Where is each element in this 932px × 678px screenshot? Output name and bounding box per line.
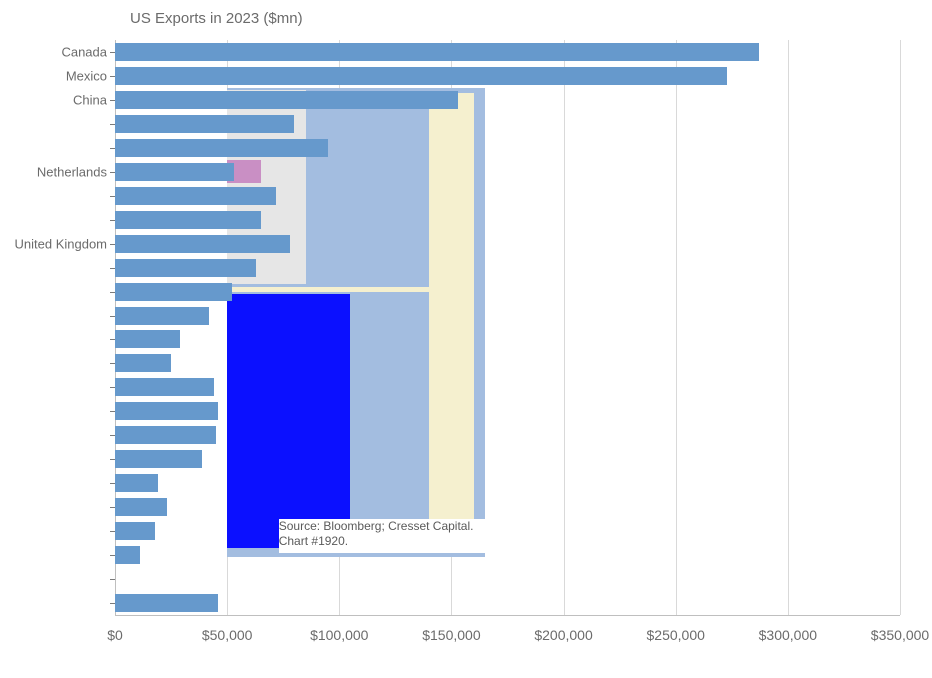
y-tick-label: Netherlands — [37, 164, 107, 179]
x-tick-label: $250,000 — [647, 627, 705, 643]
bar — [115, 67, 727, 85]
bar — [115, 43, 759, 61]
x-tick-label: $150,000 — [422, 627, 480, 643]
x-tick-label: $0 — [107, 627, 123, 643]
x-tick-label: $200,000 — [534, 627, 592, 643]
bar — [115, 163, 234, 181]
x-axis-line — [115, 615, 900, 616]
x-tick-label: $100,000 — [310, 627, 368, 643]
x-tick-label: $50,000 — [202, 627, 253, 643]
bar — [115, 354, 171, 372]
bar — [115, 426, 216, 444]
bar — [115, 235, 290, 253]
gridline — [900, 40, 901, 615]
bar — [115, 474, 158, 492]
chart-title: US Exports in 2023 ($mn) — [130, 10, 303, 27]
source-line: Source: Bloomberg; Cresset Capital. — [279, 519, 489, 534]
bar — [115, 187, 276, 205]
bar — [115, 498, 167, 516]
y-tick-label: Canada — [61, 44, 107, 59]
bar — [115, 115, 294, 133]
y-tick-label: United Kingdom — [15, 236, 108, 251]
bar — [115, 307, 209, 325]
source-box: Source: Bloomberg; Cresset Capital.Chart… — [279, 519, 489, 553]
bar — [115, 378, 214, 396]
bar — [115, 211, 261, 229]
bar — [115, 450, 202, 468]
source-line: Chart #1920. — [279, 534, 489, 549]
bar — [115, 259, 256, 277]
gridline — [788, 40, 789, 615]
bar — [115, 546, 140, 564]
overlay-rect — [227, 294, 350, 548]
y-tick-label: China — [73, 92, 107, 107]
bar — [115, 594, 218, 612]
bar — [115, 522, 155, 540]
bar — [115, 283, 232, 301]
bar — [115, 91, 458, 109]
y-tick-label: Mexico — [66, 68, 107, 83]
x-tick-label: $350,000 — [871, 627, 929, 643]
bar — [115, 402, 218, 420]
gridline — [676, 40, 677, 615]
exports-bar-chart: US Exports in 2023 ($mn) $0 $50,000 $100,00… — [0, 0, 932, 678]
bar — [115, 139, 328, 157]
gridline — [564, 40, 565, 615]
x-tick-label: $300,000 — [759, 627, 817, 643]
y-tick — [110, 579, 115, 580]
bar — [115, 330, 180, 348]
